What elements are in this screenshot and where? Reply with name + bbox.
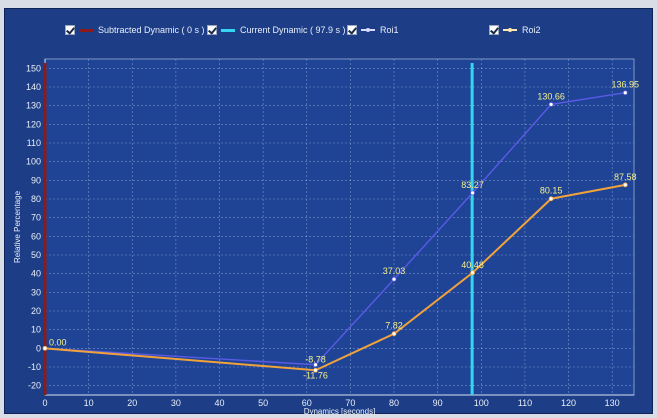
- legend-swatch-subtracted: [79, 28, 93, 32]
- y-tick-label: 90: [31, 175, 41, 185]
- data-label-roi1: 136.95: [612, 80, 640, 90]
- data-point-roi2: [548, 196, 554, 202]
- x-tick-label: 30: [171, 398, 181, 408]
- data-label-roi2: -11.76: [303, 370, 328, 380]
- data-label-roi1: 83.27: [461, 180, 484, 190]
- legend-swatch-roi2: [503, 28, 517, 32]
- x-tick-label: 100: [474, 398, 489, 408]
- y-tick-label: -20: [28, 381, 41, 391]
- data-point-roi1: [470, 190, 475, 196]
- y-tick-label: 120: [26, 119, 41, 129]
- data-label-roi1: 0.00: [49, 337, 67, 347]
- data-label-roi2: 87.58: [614, 172, 637, 182]
- series-line-roi2: [44, 183, 626, 372]
- legend-label-roi1: Roi1: [380, 25, 399, 35]
- y-tick-label: 0: [36, 343, 41, 353]
- data-point-roi2: [470, 270, 475, 276]
- legend-item-current[interactable]: Current Dynamic ( 97.9 s ): [207, 25, 346, 35]
- x-tick-label: 40: [215, 398, 225, 408]
- legend-label-subtracted: Subtracted Dynamic ( 0 s ): [98, 25, 205, 35]
- x-tick-label: 0: [42, 398, 47, 408]
- legend-item-roi2[interactable]: Roi2: [489, 25, 541, 35]
- y-tick-label: 150: [26, 63, 41, 73]
- data-point-roi2: [313, 367, 318, 373]
- y-tick-label: 70: [31, 213, 41, 223]
- y-tick-label: 100: [26, 157, 41, 167]
- x-tick-label: 20: [127, 398, 137, 408]
- y-tick-label: -10: [28, 362, 41, 372]
- x-tick-label: 70: [345, 398, 355, 408]
- y-tick-label: 30: [31, 287, 41, 297]
- data-point-roi2: [42, 345, 48, 351]
- legend-swatch-current: [221, 28, 235, 32]
- x-tick-label: 80: [389, 398, 399, 408]
- checkbox-icon[interactable]: [347, 25, 357, 35]
- series-line-roi1: [44, 92, 626, 366]
- data-label-roi1: 130.66: [537, 91, 565, 101]
- data-point-roi1: [622, 90, 628, 96]
- legend-item-subtracted[interactable]: Subtracted Dynamic ( 0 s ): [65, 25, 205, 35]
- y-tick-label: 60: [31, 231, 41, 241]
- x-tick-label: 10: [84, 398, 94, 408]
- plot-area: [44, 58, 635, 396]
- chart-panel: -20 -10 0 10 20 30 40 50 60 70 80 90 100 110 120 130 140…: [4, 8, 653, 415]
- legend-label-current: Current Dynamic ( 97.9 s ): [240, 25, 346, 35]
- y-axis-title: Relative Percentage: [13, 190, 22, 263]
- data-point-roi2: [622, 182, 628, 188]
- legend-swatch-roi1: [361, 28, 375, 32]
- y-tick-label: 10: [31, 325, 41, 335]
- legend-label-roi2: Roi2: [522, 25, 541, 35]
- y-tick-label: 80: [31, 194, 41, 204]
- data-point-roi1: [391, 276, 397, 282]
- x-tick-label: 90: [433, 398, 443, 408]
- y-tick-label: 130: [26, 101, 41, 111]
- x-tick-label: 120: [561, 398, 576, 408]
- data-point-roi1: [548, 102, 554, 107]
- data-label-roi2: 40.48: [461, 260, 484, 270]
- plot-svg: -20-100102030405060708090100110120130140…: [13, 58, 640, 415]
- x-tick-label: 110: [518, 398, 532, 408]
- y-tick-label: 50: [31, 250, 41, 260]
- x-axis-title: Dynamics [seconds]: [304, 407, 376, 415]
- x-tick-label: 60: [302, 398, 312, 408]
- data-label-roi2: 80.15: [540, 186, 563, 196]
- checkbox-icon[interactable]: [489, 25, 499, 35]
- y-tick-label: 20: [31, 306, 41, 316]
- data-label-roi1: 37.03: [383, 266, 406, 276]
- checkbox-icon[interactable]: [65, 25, 75, 35]
- y-tick-label: 110: [27, 138, 41, 148]
- x-tick-label: 50: [258, 398, 268, 408]
- checkbox-icon[interactable]: [207, 25, 217, 35]
- data-label-roi1: -8.78: [305, 355, 326, 365]
- y-tick-label: 40: [31, 269, 41, 279]
- x-tick-label: 130: [605, 398, 620, 408]
- y-tick-label: 140: [26, 82, 41, 92]
- data-label-roi2: 7.82: [385, 321, 403, 331]
- data-point-roi2: [391, 331, 397, 337]
- data-point-roi1: [313, 362, 318, 368]
- legend-item-roi1[interactable]: Roi1: [347, 25, 399, 35]
